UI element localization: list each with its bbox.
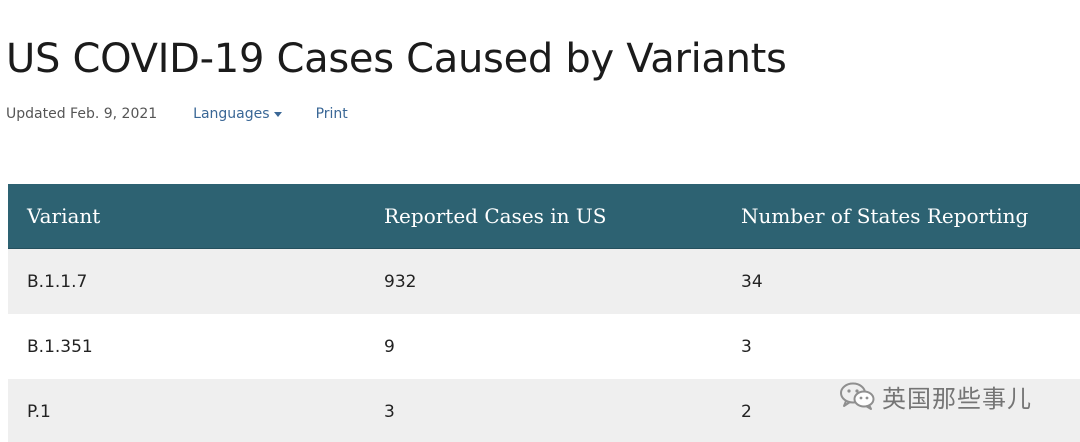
variants-table-container: Variant Reported Cases in US Number of S… xyxy=(8,184,1080,442)
watermark-text: 英国那些事儿 xyxy=(882,384,1032,413)
languages-dropdown[interactable]: Languages xyxy=(193,106,282,122)
cell-states-reporting: 34 xyxy=(722,248,1080,314)
column-header-reported-cases: Reported Cases in US xyxy=(365,184,722,249)
column-header-states-reporting: Number of States Reporting xyxy=(722,184,1080,249)
cell-reported-cases: 3 xyxy=(365,379,722,442)
table-row: B.1.1.7 932 34 xyxy=(8,248,1080,314)
wechat-icon xyxy=(840,382,875,410)
caret-down-icon xyxy=(273,112,282,117)
table-row: B.1.351 9 3 xyxy=(8,314,1080,379)
cell-states-reporting: 3 xyxy=(722,314,1080,379)
cell-reported-cases: 932 xyxy=(365,248,722,314)
table-header-row: Variant Reported Cases in US Number of S… xyxy=(8,184,1080,249)
languages-label: Languages xyxy=(193,106,270,122)
page-meta: Updated Feb. 9, 2021 Languages Print xyxy=(6,104,348,124)
column-header-variant: Variant xyxy=(8,184,365,249)
cell-reported-cases: 9 xyxy=(365,314,722,379)
cell-variant: P.1 xyxy=(8,379,365,442)
table-row: P.1 3 2 xyxy=(8,379,1080,442)
variants-table: Variant Reported Cases in US Number of S… xyxy=(8,184,1080,442)
updated-date: Updated Feb. 9, 2021 xyxy=(6,106,158,122)
cell-states-reporting: 2 xyxy=(722,379,1080,442)
cell-variant: B.1.1.7 xyxy=(8,248,365,314)
watermark: 英国那些事儿 xyxy=(838,376,1032,416)
cell-variant: B.1.351 xyxy=(8,314,365,379)
page-title: US COVID-19 Cases Caused by Variants xyxy=(6,36,787,82)
print-link[interactable]: Print xyxy=(315,106,348,122)
